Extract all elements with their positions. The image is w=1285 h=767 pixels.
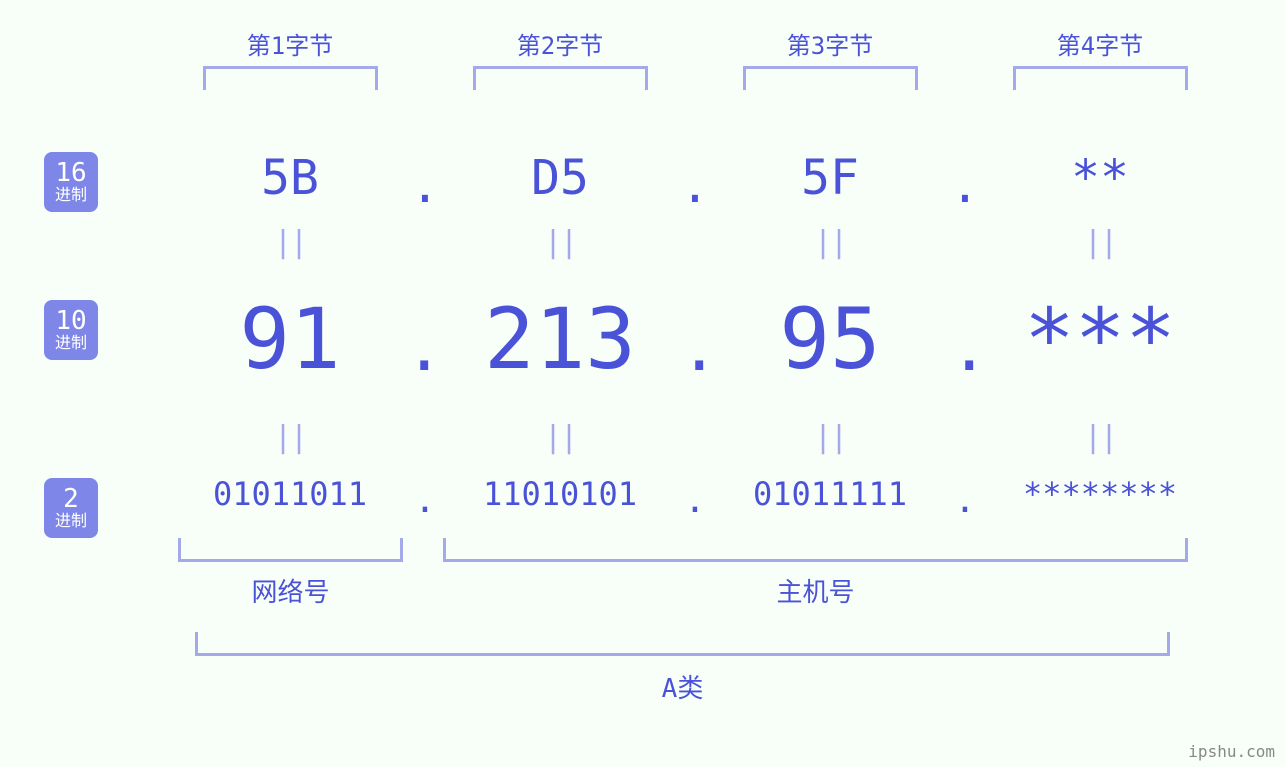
eq-decbin-1: ||: [270, 420, 310, 455]
row-badge-hex: 16 进制: [44, 152, 98, 212]
top-bracket-3: [743, 66, 918, 90]
ip-diagram: 第1字节 第2字节 第3字节 第4字节 16 进制 5B D5 5F ** . …: [0, 0, 1285, 767]
dec-byte-3: 95: [720, 290, 940, 388]
eq-hexdec-3: ||: [810, 225, 850, 260]
eq-hexdec-4: ||: [1080, 225, 1120, 260]
label-class: A类: [195, 668, 1170, 705]
bin-byte-4: ********: [970, 475, 1230, 513]
hex-dot-1: .: [410, 158, 440, 214]
eq-hexdec-2: ||: [540, 225, 580, 260]
top-bracket-2: [473, 66, 648, 90]
row-badge-dec-num: 10: [44, 308, 98, 335]
label-network: 网络号: [178, 572, 403, 609]
eq-hexdec-1: ||: [270, 225, 310, 260]
dec-dot-3: .: [950, 312, 980, 386]
row-badge-bin: 2 进制: [44, 478, 98, 538]
eq-decbin-4: ||: [1080, 420, 1120, 455]
row-badge-hex-sub: 进制: [44, 187, 98, 204]
byte-label-3: 第3字节: [720, 26, 940, 61]
eq-decbin-3: ||: [810, 420, 850, 455]
dec-dot-2: .: [680, 312, 710, 386]
bin-byte-3: 01011111: [700, 475, 960, 513]
hex-dot-2: .: [680, 158, 710, 214]
row-badge-hex-num: 16: [44, 160, 98, 187]
row-badge-bin-sub: 进制: [44, 513, 98, 530]
row-badge-dec: 10 进制: [44, 300, 98, 360]
dec-byte-2: 213: [450, 290, 670, 388]
hex-byte-4: **: [990, 150, 1210, 206]
byte-label-2: 第2字节: [450, 26, 670, 61]
bin-dot-1: .: [410, 480, 440, 521]
top-bracket-4: [1013, 66, 1188, 90]
hex-dot-3: .: [950, 158, 980, 214]
bin-dot-2: .: [680, 480, 710, 521]
eq-decbin-2: ||: [540, 420, 580, 455]
bracket-network: [178, 538, 403, 562]
top-bracket-1: [203, 66, 378, 90]
byte-label-4: 第4字节: [990, 26, 1210, 61]
row-badge-bin-num: 2: [44, 486, 98, 513]
watermark: ipshu.com: [1188, 742, 1275, 761]
dec-dot-1: .: [405, 312, 435, 386]
bin-byte-1: 01011011: [160, 475, 420, 513]
bracket-host: [443, 538, 1188, 562]
hex-byte-2: D5: [450, 150, 670, 206]
hex-byte-3: 5F: [720, 150, 940, 206]
label-host: 主机号: [443, 572, 1188, 609]
bin-byte-2: 11010101: [430, 475, 690, 513]
row-badge-dec-sub: 进制: [44, 335, 98, 352]
bracket-class: [195, 632, 1170, 656]
byte-label-1: 第1字节: [180, 26, 400, 61]
dec-byte-4: ***: [990, 290, 1210, 388]
bin-dot-3: .: [950, 480, 980, 521]
dec-byte-1: 91: [180, 290, 400, 388]
hex-byte-1: 5B: [180, 150, 400, 206]
